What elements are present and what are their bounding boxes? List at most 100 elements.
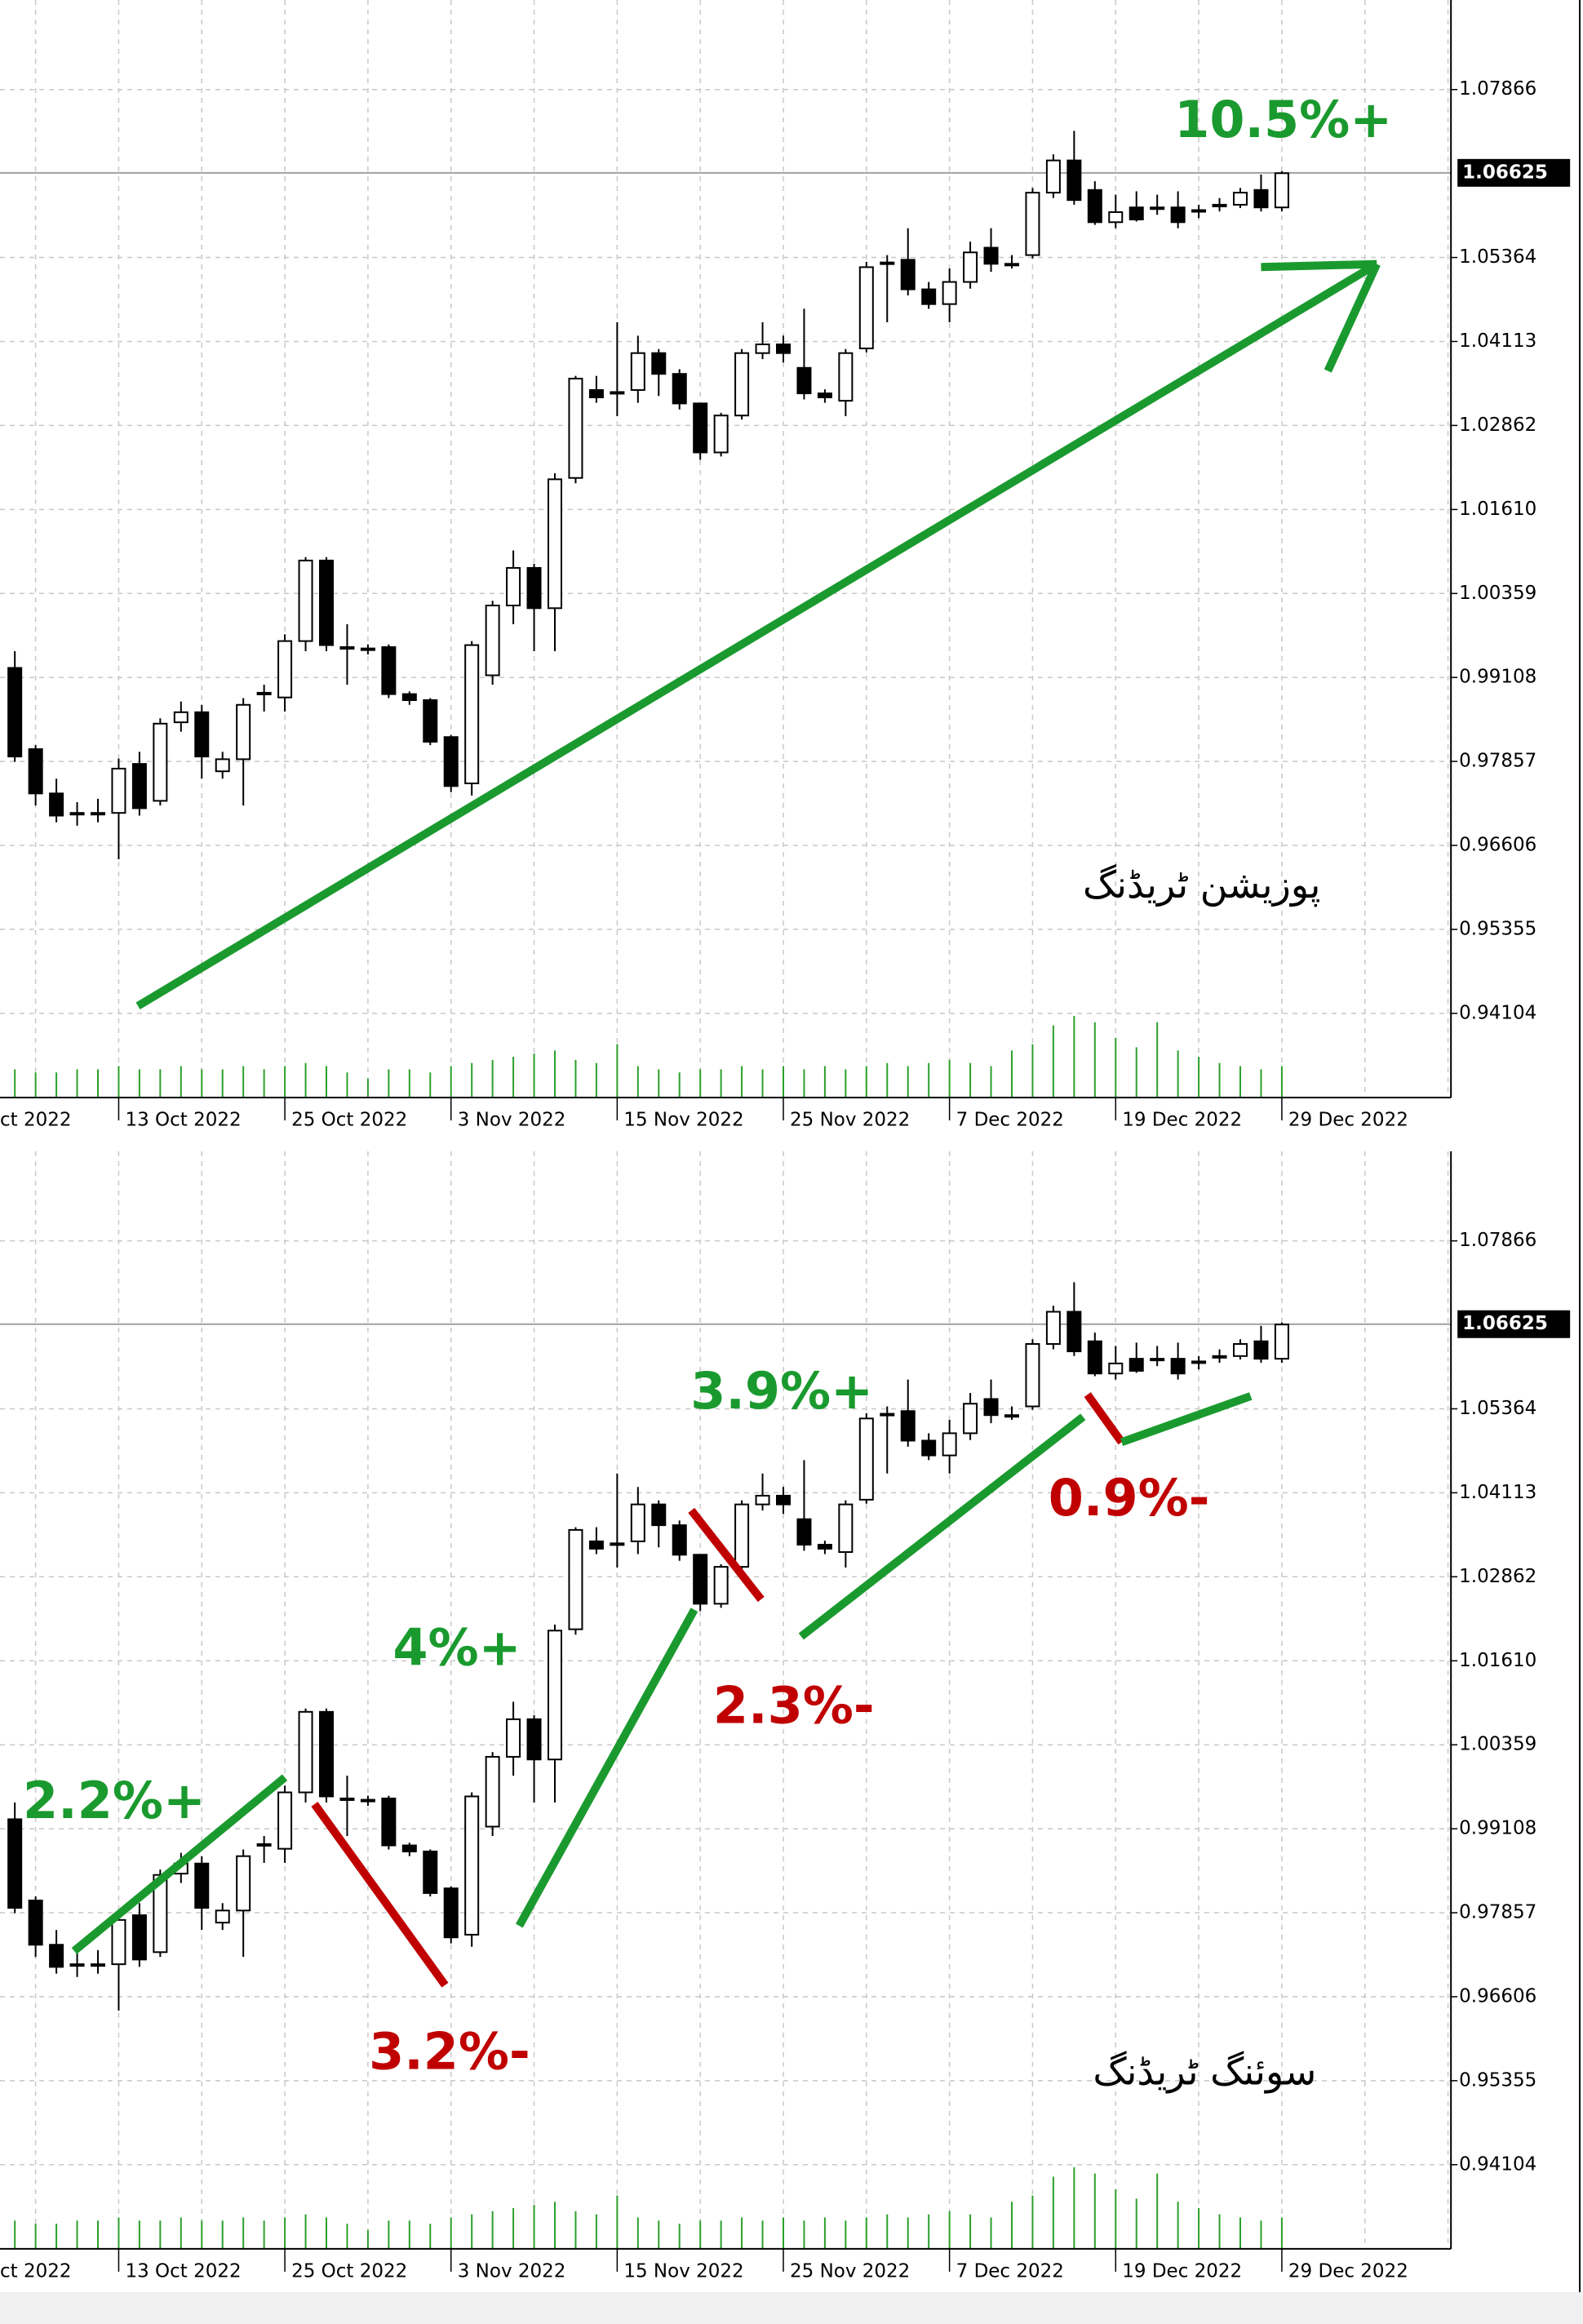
annotation: 3.9%+ [690,1361,873,1421]
candle-body [1128,1358,1144,1372]
candle-body [443,1887,459,1939]
candle-body [1170,1358,1186,1375]
x-tick-label: 3 Nov 2022 [458,1110,566,1131]
current-price-label: 1.06625 [1462,162,1548,183]
y-tick-label: 1.05364 [1459,1398,1536,1419]
candle-body [381,646,397,695]
candle-body [28,1899,43,1946]
y-tick-label: 1.01610 [1459,1650,1536,1671]
trend-line [311,1801,449,1988]
annotation: 3.2%- [369,2021,530,2081]
candle-body [485,605,500,676]
y-tick-label: 1.02862 [1459,415,1536,436]
candle-body [921,288,937,305]
candle-body [69,1963,85,1967]
candle-body [277,1791,293,1850]
candle-body [942,1432,957,1457]
candle-body [1212,1355,1227,1359]
candle-body [1087,1340,1102,1375]
candle-body [588,388,604,398]
candle-body [713,415,729,454]
candle-body [630,352,645,391]
candle-body [1274,1324,1289,1360]
x-tick-label: ct 2022 [0,1110,72,1131]
candle-body [1066,1311,1082,1353]
candle-body [1233,1343,1248,1357]
candle-body [49,792,64,817]
x-tick-label: ct 2022 [0,2260,72,2282]
candle-body [91,812,105,816]
candle-body [464,644,480,785]
candle-body [900,259,916,290]
candle-body [817,393,832,398]
y-tick-label: 1.07866 [1459,1230,1536,1251]
candle-body [360,1798,375,1803]
candle-body [1191,209,1207,213]
candle-body [1170,206,1186,224]
candle-body [423,699,438,743]
y-tick-label: 1.07866 [1459,78,1536,100]
candle-body [256,1843,272,1847]
candle-body [194,711,210,758]
candle-body [1150,206,1165,211]
candle-body [568,1528,583,1630]
x-tick-label: 25 Oct 2022 [291,2260,407,2282]
candle-body [215,758,230,773]
candle-body [1108,211,1124,224]
candle-body [1212,203,1227,207]
candle-body [256,691,272,695]
candle-body [1233,192,1248,206]
candle-body [1045,1311,1061,1346]
x-tick-label: 13 Oct 2022 [125,1110,241,1131]
candle-body [672,1524,687,1556]
candle-body [360,647,375,651]
candle-body [1108,1362,1124,1375]
candle-body [796,366,812,395]
candle-body [443,736,459,787]
x-tick-label: 3 Nov 2022 [458,2260,566,2282]
annotation: 2.2%+ [23,1771,206,1830]
trend-line [1324,262,1381,373]
candle-body [464,1795,480,1936]
candle-body [236,703,251,761]
trend-line [515,1608,698,1928]
candle-body [921,1439,937,1457]
candle-body [1253,188,1269,209]
candle-body [983,246,999,265]
y-tick-label: 0.95355 [1459,918,1536,939]
y-tick-label: 0.97857 [1459,751,1536,772]
candle-body [111,767,126,814]
x-tick-label: 29 Dec 2022 [1288,2260,1408,2282]
candle-body [588,1540,604,1550]
candle-body [734,1503,750,1568]
candle-body [131,763,147,809]
y-tick-label: 1.04113 [1459,1482,1536,1503]
x-tick-label: 15 Nov 2022 [623,1110,743,1131]
candle-body [526,1718,542,1761]
y-tick-label: 0.96606 [1459,835,1536,856]
candle-body [1128,206,1144,220]
candle-body [298,1710,313,1794]
candle-body [1087,188,1102,224]
candle-body [693,402,708,454]
x-tick-label: 25 Oct 2022 [291,1110,407,1131]
y-tick-label: 0.94104 [1459,1002,1536,1023]
candle-body [69,812,85,816]
candle-body [963,1403,978,1435]
candle-body [28,748,43,795]
candle-body [91,1963,105,1967]
x-tick-label: 7 Dec 2022 [956,2260,1064,2282]
annotation: 4%+ [392,1618,521,1678]
candle-body [1253,1340,1269,1360]
candle-body [651,352,667,375]
trend-line [71,1774,288,1954]
y-tick-label: 0.96606 [1459,1985,1536,2007]
candle-body [776,344,791,354]
annotation: پوزیشن ٹریڈنگ [1083,863,1320,907]
candle-body [1045,159,1061,194]
x-tick-label: 15 Nov 2022 [623,2260,743,2282]
candle-body [298,559,313,642]
candle-body [339,1797,355,1801]
